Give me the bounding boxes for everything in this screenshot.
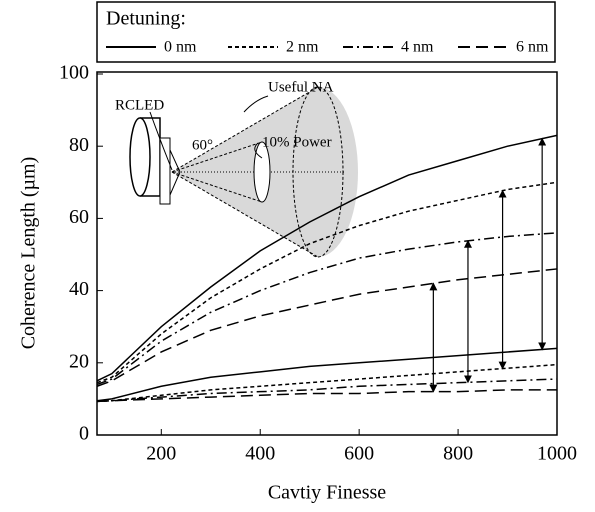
legend-label: 6 nm	[516, 39, 549, 56]
series-line	[96, 268, 558, 387]
legend-label: 2 nm	[286, 39, 319, 56]
legend-label: 4 nm	[401, 39, 434, 56]
legend-label: 0 nm	[164, 39, 197, 56]
series-line	[96, 389, 557, 403]
cone-edge	[171, 86, 319, 173]
led-ring	[159, 137, 171, 205]
x-axis-label: Cavtiy Finesse	[268, 482, 386, 504]
inset-label: 10% Power	[262, 134, 332, 150]
inset-label: Useful NA	[268, 79, 334, 95]
inset-diagram: RCLED 60° Useful NA 10% Power	[115, 79, 358, 258]
series-line	[96, 181, 558, 384]
y-tick-label: 60	[69, 206, 89, 228]
cone-edge	[171, 171, 319, 258]
series-line	[96, 232, 558, 386]
plot-frame	[96, 71, 558, 436]
inset-label: 60°	[192, 137, 213, 153]
power-ellipse	[253, 141, 271, 203]
series-line	[96, 363, 558, 403]
power-edge	[171, 171, 263, 203]
power-edge	[171, 141, 263, 173]
y-tick-label: 40	[69, 278, 89, 300]
led-back	[129, 117, 151, 197]
x-tick-label: 400	[245, 443, 275, 465]
legend-title: Detuning:	[106, 8, 186, 30]
y-tick-label: 0	[79, 423, 89, 445]
x-tick-label: 800	[443, 443, 473, 465]
y-tick-label: 20	[69, 350, 89, 372]
y-tick-label: 100	[59, 62, 89, 84]
x-tick-label: 600	[344, 443, 374, 465]
inset-label: RCLED	[115, 97, 164, 113]
na-pointer	[243, 95, 269, 113]
legend-box	[96, 1, 556, 63]
series-line	[96, 378, 558, 403]
series-line	[96, 134, 558, 382]
y-tick-label: 80	[69, 134, 89, 156]
x-tick-label: 200	[146, 443, 176, 465]
y-axis-label: Coherence Length (µm)	[18, 157, 40, 350]
led-tip	[169, 149, 181, 196]
x-tick-label: 1000	[537, 443, 577, 465]
led-pointer	[149, 111, 173, 171]
power-pointer	[254, 142, 263, 159]
series-line	[96, 347, 558, 402]
